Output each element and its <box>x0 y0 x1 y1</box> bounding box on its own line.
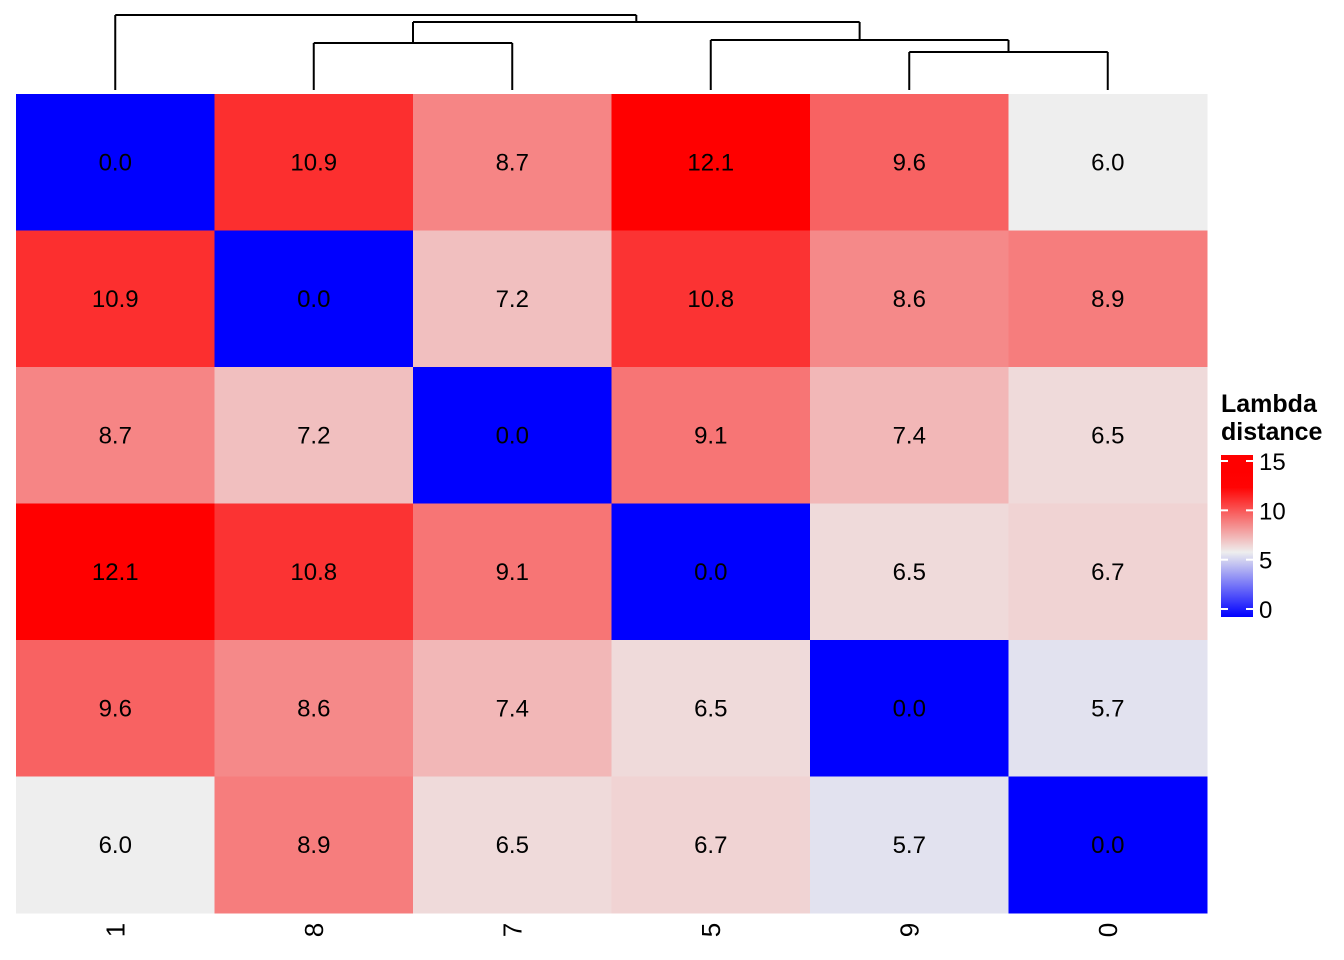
cell-value-label: 0.0 <box>297 286 330 313</box>
cell-value-label: 6.7 <box>694 832 727 859</box>
cell-value-label: 8.6 <box>893 286 926 313</box>
cell-value-label: 12.1 <box>92 559 139 586</box>
heatmap-cell <box>413 367 612 504</box>
column-labels: 1 8 7 5 9 0 <box>100 923 1123 937</box>
heatmap-cell <box>1008 367 1208 504</box>
cell-value-label: 0.0 <box>99 149 132 176</box>
heatmap-cell <box>1008 503 1208 641</box>
cell-value-label: 7.2 <box>496 286 529 313</box>
cell-value-label: 8.7 <box>496 149 529 176</box>
column-label: 0 <box>1093 923 1123 937</box>
column-label: 7 <box>497 923 527 937</box>
heatmap-cell <box>16 640 215 777</box>
heatmap-cell <box>1008 94 1208 231</box>
heatmap-cell <box>214 503 414 641</box>
heatmap-cell <box>214 640 414 777</box>
heatmap-cell <box>810 94 1009 231</box>
heatmap-cell <box>413 776 612 914</box>
cell-value-label: 6.5 <box>893 559 926 586</box>
heatmap-cell <box>1008 230 1208 368</box>
heatmap-cell <box>214 230 414 368</box>
cell-value-label: 0.0 <box>694 559 727 586</box>
column-label: 1 <box>100 923 130 937</box>
column-dendrogram <box>114 14 1109 90</box>
cell-value-label: 10.9 <box>92 286 139 313</box>
cell-value-label: 12.1 <box>687 149 734 176</box>
cell-value-label: 0.0 <box>1091 832 1124 859</box>
cell-value-label: 9.1 <box>496 559 529 586</box>
heatmap-cell <box>413 640 612 777</box>
column-label: 5 <box>696 923 726 937</box>
heatmap-cell <box>16 503 215 641</box>
heatmap-cell <box>16 776 215 914</box>
heatmap-cell <box>16 94 215 231</box>
cell-value-label: 10.8 <box>687 286 734 313</box>
cell-value-label: 8.9 <box>1091 286 1124 313</box>
heatmap-cell <box>413 503 612 641</box>
heatmap-cell <box>810 230 1009 368</box>
heatmap-cell <box>810 367 1009 504</box>
cell-value-label: 5.7 <box>893 832 926 859</box>
cell-value-label: 6.5 <box>496 832 529 859</box>
cell-value-label: 6.0 <box>99 832 132 859</box>
legend-tick-label: 5 <box>1259 548 1272 575</box>
cell-value-label: 9.1 <box>694 422 727 449</box>
heatmap-cell <box>810 776 1009 914</box>
heatmap-cell <box>611 503 811 641</box>
heatmap-cell <box>611 640 811 777</box>
heatmap-cell <box>611 230 811 368</box>
heatmap-cell <box>1008 640 1208 777</box>
cell-value-label: 7.2 <box>297 422 330 449</box>
heatmap-cell <box>611 367 811 504</box>
heatmap-cell <box>810 640 1009 777</box>
cell-value-label: 9.6 <box>893 149 926 176</box>
column-label: 9 <box>894 923 924 937</box>
legend-tick-label: 0 <box>1259 597 1272 624</box>
heatmap-cell <box>214 94 414 231</box>
heatmap-cell <box>611 94 811 231</box>
heatmap-cell <box>611 776 811 914</box>
legend-title-line-2: distance <box>1221 418 1323 446</box>
legend-color-bar <box>1221 455 1253 617</box>
heatmap-cell <box>810 503 1009 641</box>
cell-value-label: 7.4 <box>893 422 926 449</box>
heatmap-cell <box>16 367 215 504</box>
heatmap-cell <box>413 94 612 231</box>
cell-value-label: 6.5 <box>1091 422 1124 449</box>
column-label: 8 <box>299 923 329 937</box>
cell-value-label: 8.9 <box>297 832 330 859</box>
cell-value-label: 0.0 <box>893 695 926 722</box>
cell-value-label: 10.8 <box>290 559 337 586</box>
heatmap-cell <box>16 230 215 368</box>
cell-value-label: 6.5 <box>694 695 727 722</box>
cell-value-label: 10.9 <box>290 149 337 176</box>
legend-tick-label: 10 <box>1259 498 1286 525</box>
heatmap-cells: 0.0 10.9 8.7 12.1 9.6 6.0 10.9 0.0 7.2 10.8 8.6 8.9… <box>16 94 1208 914</box>
cell-value-label: 8.7 <box>99 422 132 449</box>
cell-value-label: 5.7 <box>1091 695 1124 722</box>
cell-value-label: 8.6 <box>297 695 330 722</box>
cell-value-label: 0.0 <box>496 422 529 449</box>
color-legend: Lambda distance 0 5 10 15 <box>1221 390 1323 624</box>
cell-value-label: 6.0 <box>1091 149 1124 176</box>
cell-value-label: 9.6 <box>99 695 132 722</box>
cell-value-label: 6.7 <box>1091 559 1124 586</box>
legend-tick-label: 15 <box>1259 449 1286 476</box>
legend-title-line-1: Lambda <box>1221 390 1318 418</box>
heatmap-cell <box>214 367 414 504</box>
heatmap-cell <box>413 230 612 368</box>
heatmap-cell <box>1008 776 1208 914</box>
cell-value-label: 7.4 <box>496 695 529 722</box>
heatmap-cell <box>214 776 414 914</box>
